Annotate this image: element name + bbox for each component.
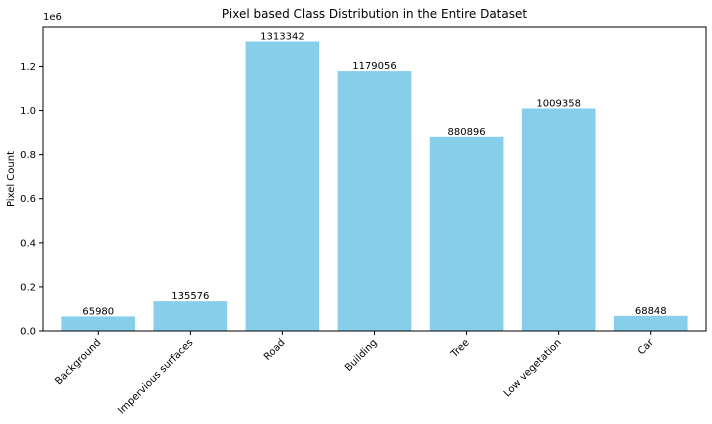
x-tick-label: Tree <box>448 337 471 360</box>
bar-value-label: 880896 <box>447 127 485 138</box>
bar <box>429 136 504 331</box>
chart-title: Pixel based Class Distribution in the En… <box>222 7 527 21</box>
x-tick-label: Impervious surfaces <box>116 337 195 416</box>
bar <box>521 108 596 331</box>
bar-value-label: 1313342 <box>260 31 305 42</box>
plot-area: 0.0 0.2 0.4 0.6 0.8 1.0 1.2 65980 Background 1355… <box>20 31 688 417</box>
y-tick-label: 0.4 <box>20 238 36 249</box>
y-tick-label: 1.2 <box>20 62 36 73</box>
axes-frame <box>42 26 707 332</box>
bar <box>61 316 136 331</box>
y-tick-label: 0.8 <box>20 150 36 161</box>
y-axis-label: Pixel Count <box>6 151 17 207</box>
x-tick-label: Low vegetation <box>502 337 564 399</box>
x-tick-label: Building <box>343 337 379 373</box>
bar <box>613 315 688 331</box>
y-tick-label: 0.6 <box>20 194 36 205</box>
bar-value-label: 1009358 <box>536 98 581 109</box>
bar-value-label: 135576 <box>171 291 209 302</box>
bar-value-label: 1179056 <box>352 61 397 72</box>
bar <box>153 301 228 331</box>
bar <box>337 71 412 331</box>
bar-value-label: 68848 <box>635 306 667 317</box>
x-tick-label: Road <box>262 337 288 363</box>
y-tick-label: 1.0 <box>20 106 36 117</box>
x-tick-label: Car <box>636 337 657 358</box>
x-tick-label: Background <box>53 337 103 387</box>
bar-value-label: 65980 <box>82 306 114 317</box>
offset-text: 1e6 <box>43 12 62 23</box>
y-tick-label: 0.0 <box>20 327 36 338</box>
y-tick-label: 0.2 <box>20 282 36 293</box>
bar <box>245 41 320 332</box>
